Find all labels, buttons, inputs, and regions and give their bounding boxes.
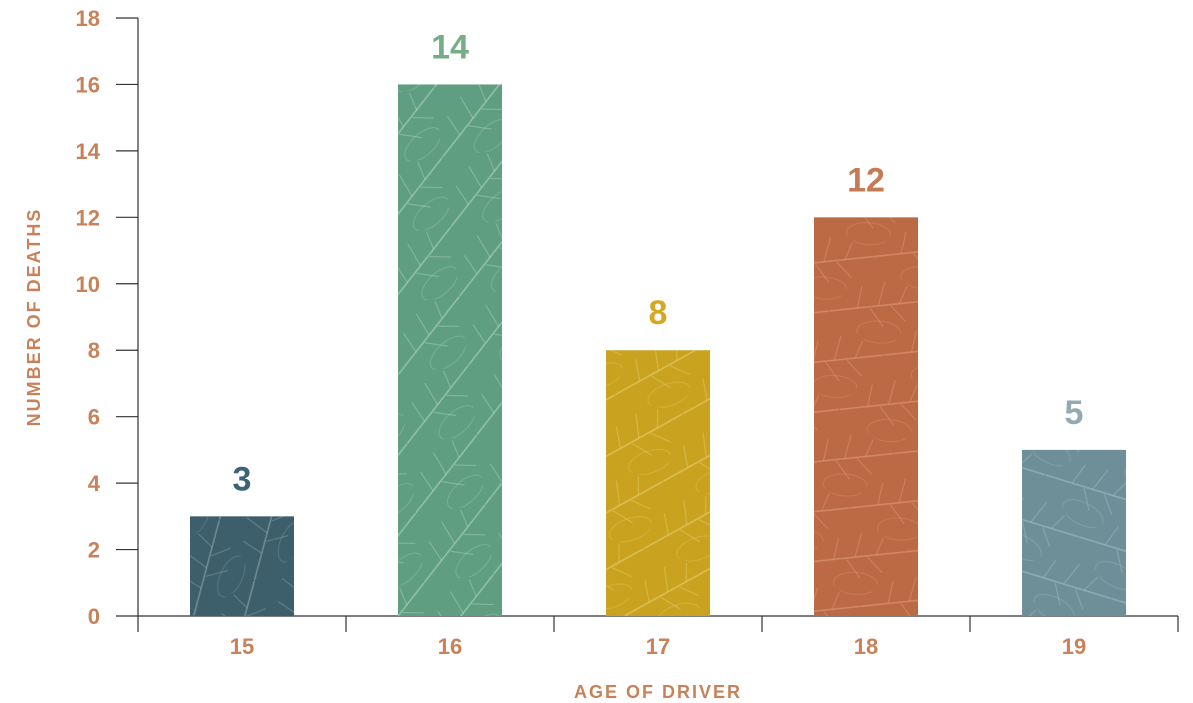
data-label-17: 8 <box>649 294 668 332</box>
x-tick-label: 16 <box>438 634 462 659</box>
x-tick-label: 15 <box>230 634 254 659</box>
y-tick-label: 12 <box>76 205 100 230</box>
y-tick-label: 6 <box>88 405 100 430</box>
value-labels: 3 14 8 12 5 <box>233 28 1084 498</box>
x-tick-label: 19 <box>1062 634 1086 659</box>
y-axis-title: NUMBER OF DEATHS <box>24 208 44 427</box>
bar-15 <box>190 516 294 616</box>
y-tick-label: 8 <box>88 338 100 363</box>
bars <box>190 84 1126 617</box>
bar-17 <box>606 350 710 616</box>
y-tick-label: 18 <box>76 6 100 31</box>
bar-19 <box>1022 449 1126 616</box>
bar-16 <box>398 84 502 616</box>
y-tick-label: 0 <box>88 604 100 629</box>
x-tick-label: 18 <box>854 634 878 659</box>
x-axis-title: AGE OF DRIVER <box>574 682 742 702</box>
y-tick-label: 16 <box>76 72 100 97</box>
x-tick-label: 17 <box>646 634 670 659</box>
y-tick-label: 14 <box>76 139 101 164</box>
data-label-15: 3 <box>233 460 252 498</box>
data-label-16: 14 <box>431 28 469 66</box>
data-label-18: 12 <box>847 161 885 199</box>
x-axis: 15 16 17 18 19 <box>137 615 1179 659</box>
bar-18 <box>814 217 918 617</box>
y-axis: 0 2 4 6 8 10 12 14 16 18 <box>76 6 139 629</box>
data-label-19: 5 <box>1065 394 1084 432</box>
y-tick-label: 2 <box>88 538 100 563</box>
y-tick-label: 4 <box>88 471 101 496</box>
y-tick-label: 10 <box>76 272 100 297</box>
